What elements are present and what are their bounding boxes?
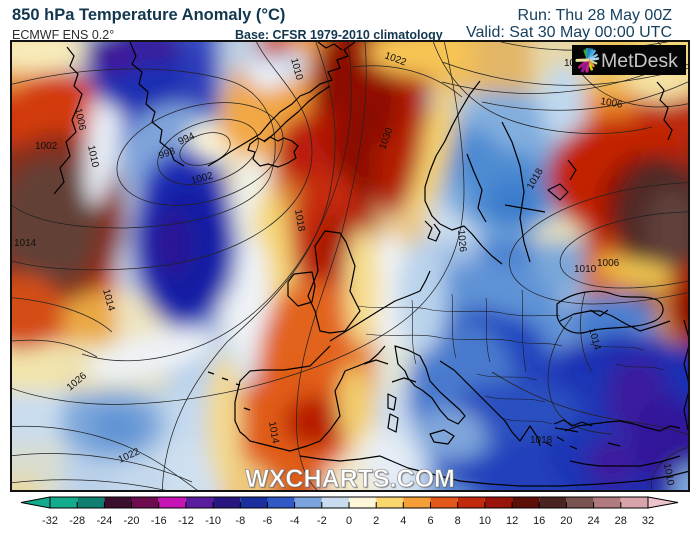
svg-text:-6: -6	[263, 515, 273, 527]
svg-text:16: 16	[533, 515, 545, 527]
svg-text:4: 4	[400, 515, 406, 527]
svg-text:10: 10	[479, 515, 491, 527]
svg-text:-24: -24	[96, 515, 112, 527]
svg-text:24: 24	[587, 515, 599, 527]
svg-text:1006: 1006	[597, 258, 620, 269]
svg-text:-4: -4	[290, 515, 300, 527]
svg-text:1010: 1010	[661, 463, 676, 487]
svg-text:2: 2	[373, 515, 379, 527]
svg-text:1006: 1006	[599, 96, 623, 111]
svg-text:1014: 1014	[14, 238, 37, 249]
svg-text:MetDesk: MetDesk	[601, 50, 678, 72]
svg-text:1010: 1010	[574, 264, 597, 275]
svg-text:-12: -12	[178, 515, 194, 527]
svg-text:-16: -16	[151, 515, 167, 527]
svg-text:6: 6	[427, 515, 433, 527]
svg-text:-10: -10	[205, 515, 221, 527]
svg-text:1018: 1018	[292, 209, 307, 233]
svg-text:-28: -28	[69, 515, 85, 527]
svg-text:1010: 1010	[85, 144, 100, 168]
svg-text:28: 28	[615, 515, 627, 527]
svg-text:1014: 1014	[266, 421, 281, 445]
svg-text:-2: -2	[317, 515, 327, 527]
svg-text:32: 32	[642, 515, 654, 527]
svg-text:-32: -32	[42, 515, 58, 527]
svg-text:20: 20	[560, 515, 572, 527]
svg-text:1006: 1006	[72, 107, 87, 131]
svg-text:12: 12	[506, 515, 518, 527]
svg-text:-8: -8	[235, 515, 245, 527]
svg-text:1002: 1002	[35, 141, 58, 152]
svg-text:1026: 1026	[455, 229, 468, 253]
svg-text:0: 0	[346, 515, 352, 527]
svg-text:1018: 1018	[530, 435, 553, 446]
svg-text:8: 8	[455, 515, 461, 527]
svg-text:-20: -20	[124, 515, 140, 527]
